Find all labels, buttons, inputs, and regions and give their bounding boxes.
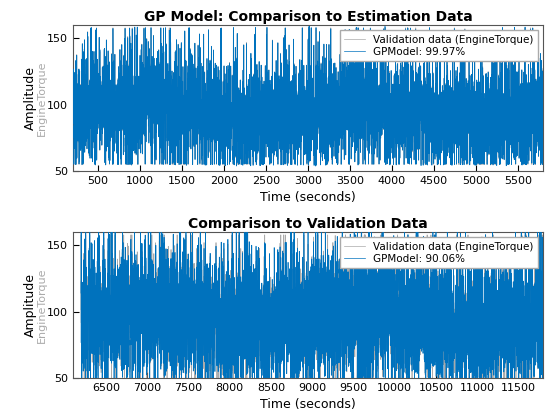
Validation data (EngineTorque) xyxy=(78,232,85,237)
Text: Amplitude: Amplitude xyxy=(24,66,37,130)
Validation data (EngineTorque) xyxy=(78,320,85,325)
Validation data (EngineTorque) xyxy=(87,25,94,30)
Validation data (EngineTorque) xyxy=(69,96,76,101)
GPModel: 90.06%: (1.18e+04, 115): 90.06%: (1.18e+04, 115) xyxy=(540,290,547,295)
Validation data (EngineTorque) xyxy=(540,97,547,102)
Line: GPModel: 90.06%: GPModel: 90.06% xyxy=(81,230,543,378)
Text: EngineTorque: EngineTorque xyxy=(37,60,47,136)
GPModel: 90.06%: (6.21e+03, 50): 90.06%: (6.21e+03, 50) xyxy=(78,375,85,381)
Title: Comparison to Validation Data: Comparison to Validation Data xyxy=(188,217,428,231)
GPModel: 99.97%: (4.97e+03, 89.5): 99.97%: (4.97e+03, 89.5) xyxy=(470,116,477,121)
X-axis label: Time (seconds): Time (seconds) xyxy=(260,399,356,412)
Text: EngineTorque: EngineTorque xyxy=(37,268,47,343)
Validation data (EngineTorque) xyxy=(395,307,402,312)
GPModel: 99.97%: (5.8e+03, 104): 99.97%: (5.8e+03, 104) xyxy=(540,97,547,102)
Validation data (EngineTorque) xyxy=(421,131,427,136)
Text: Amplitude: Amplitude xyxy=(24,273,37,337)
Validation data (EngineTorque) xyxy=(307,341,314,346)
Validation data (EngineTorque) xyxy=(78,375,85,381)
Line: Validation data (EngineTorque): Validation data (EngineTorque) xyxy=(81,235,543,378)
GPModel: 90.06%: (1.04e+04, 74.6): 90.06%: (1.04e+04, 74.6) xyxy=(423,343,430,348)
Validation data (EngineTorque) xyxy=(71,162,77,167)
Line: GPModel: 99.97%: GPModel: 99.97% xyxy=(73,26,543,166)
GPModel: 99.97%: (2.98e+03, 130): 99.97%: (2.98e+03, 130) xyxy=(303,63,310,68)
Validation data (EngineTorque) xyxy=(470,115,477,120)
GPModel: 99.97%: (4.38e+03, 131): 99.97%: (4.38e+03, 131) xyxy=(421,60,427,66)
GPModel: 90.06%: (6.26e+03, 162): 90.06%: (6.26e+03, 162) xyxy=(82,227,89,232)
Line: Validation data (EngineTorque): Validation data (EngineTorque) xyxy=(73,28,543,164)
Validation data (EngineTorque) xyxy=(393,116,399,121)
GPModel: 99.97%: (3.09e+03, 53.7): 99.97%: (3.09e+03, 53.7) xyxy=(312,163,319,168)
Title: GP Model: Comparison to Estimation Data: GP Model: Comparison to Estimation Data xyxy=(143,10,473,24)
GPModel: 90.06%: (1.1e+04, 56.6): 90.06%: (1.1e+04, 56.6) xyxy=(472,367,478,372)
Validation data (EngineTorque) xyxy=(540,287,547,292)
X-axis label: Time (seconds): Time (seconds) xyxy=(260,192,356,205)
GPModel: 90.06%: (6.61e+03, 105): 90.06%: (6.61e+03, 105) xyxy=(111,303,118,308)
Validation data (EngineTorque) xyxy=(423,363,430,368)
GPModel: 99.97%: (3.92e+03, 159): 99.97%: (3.92e+03, 159) xyxy=(381,24,388,29)
GPModel: 99.97%: (607, 95.8): 99.97%: (607, 95.8) xyxy=(104,108,110,113)
Legend: Validation data (EngineTorque), GPModel: 90.06%: Validation data (EngineTorque), GPModel:… xyxy=(340,237,538,268)
Validation data (EngineTorque) xyxy=(111,299,118,304)
Validation data (EngineTorque) xyxy=(423,339,430,344)
GPModel: 99.97%: (200, 105): 99.97%: (200, 105) xyxy=(69,95,76,100)
GPModel: 90.06%: (1e+04, 108): 90.06%: (1e+04, 108) xyxy=(395,299,402,304)
Validation data (EngineTorque) xyxy=(303,141,310,146)
GPModel: 90.06%: (6.2e+03, 76.8): 90.06%: (6.2e+03, 76.8) xyxy=(78,340,85,345)
Validation data (EngineTorque) xyxy=(104,76,110,81)
Legend: Validation data (EngineTorque), GPModel: 99.97%: Validation data (EngineTorque), GPModel:… xyxy=(340,30,538,61)
Validation data (EngineTorque) xyxy=(421,60,427,66)
Validation data (EngineTorque) xyxy=(472,346,478,351)
GPModel: 99.97%: (4.38e+03, 78.6): 99.97%: (4.38e+03, 78.6) xyxy=(421,131,427,136)
GPModel: 99.97%: (4.05e+03, 89): 99.97%: (4.05e+03, 89) xyxy=(393,117,399,122)
GPModel: 90.06%: (8.98e+03, 71.2): 90.06%: (8.98e+03, 71.2) xyxy=(307,347,314,352)
GPModel: 90.06%: (1.04e+04, 69.2): 90.06%: (1.04e+04, 69.2) xyxy=(423,350,430,355)
